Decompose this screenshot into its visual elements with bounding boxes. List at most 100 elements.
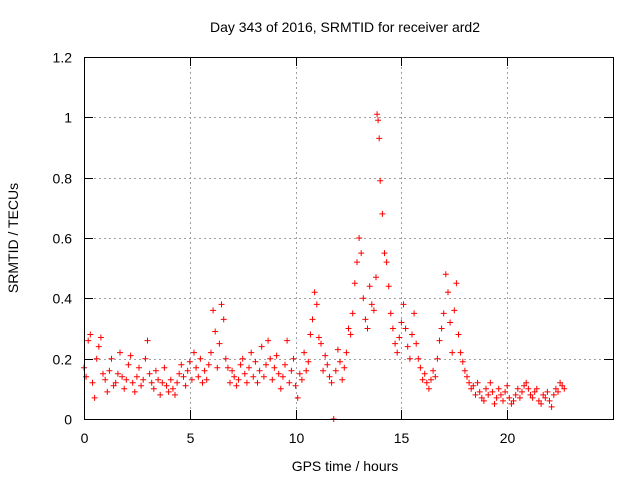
data-point	[423, 379, 430, 386]
data-point	[254, 379, 261, 386]
data-point	[476, 388, 483, 395]
data-point	[233, 382, 240, 389]
data-point	[294, 394, 301, 401]
data-point	[398, 319, 405, 326]
data-point	[396, 334, 403, 341]
data-point	[328, 379, 335, 386]
data-point	[208, 349, 214, 356]
data-point	[360, 295, 367, 302]
data-point	[485, 391, 492, 398]
data-point	[210, 307, 217, 314]
data-point	[298, 376, 305, 383]
data-point	[313, 301, 320, 308]
data-point	[292, 382, 299, 389]
data-point	[451, 307, 458, 314]
data-point	[263, 361, 269, 368]
data-point	[131, 388, 138, 395]
data-point	[241, 370, 248, 377]
data-point	[459, 358, 466, 365]
data-point	[220, 316, 227, 323]
data-point	[229, 367, 236, 374]
data-point	[542, 394, 549, 401]
chart-title: Day 343 of 2016, SRMTID for receiver ard…	[210, 19, 480, 35]
data-point	[97, 334, 104, 341]
data-point	[491, 400, 498, 407]
data-point	[474, 379, 481, 386]
data-point	[195, 373, 202, 380]
data-point	[133, 373, 140, 380]
data-point	[186, 358, 193, 365]
data-point	[552, 385, 559, 392]
data-point	[349, 310, 356, 317]
data-point	[146, 370, 153, 377]
data-point	[267, 355, 274, 362]
y-tick-label: 0.6	[53, 231, 73, 247]
data-point	[87, 331, 94, 338]
data-point	[497, 391, 504, 398]
data-point	[165, 388, 172, 395]
data-point	[222, 355, 229, 362]
data-point	[461, 367, 468, 374]
data-point	[214, 364, 221, 371]
data-point	[155, 376, 162, 383]
data-point	[376, 135, 383, 142]
data-point	[152, 367, 159, 374]
data-point	[337, 358, 343, 365]
data-point	[502, 388, 509, 395]
data-point	[199, 379, 206, 386]
data-point	[301, 349, 308, 356]
data-point	[250, 373, 257, 380]
data-point	[205, 361, 212, 368]
data-point	[125, 361, 132, 368]
data-point	[362, 316, 369, 323]
x-tick-label: 10	[289, 430, 305, 446]
y-tick-label: 0	[64, 412, 72, 428]
data-point	[345, 325, 352, 332]
data-point	[324, 361, 331, 368]
y-tick-label: 1	[64, 110, 72, 126]
data-point	[89, 379, 96, 386]
data-point	[489, 388, 496, 395]
data-point	[417, 364, 424, 371]
data-point	[368, 301, 375, 308]
data-point	[516, 394, 523, 401]
data-point	[487, 379, 494, 386]
data-point	[392, 340, 399, 347]
data-point	[191, 349, 197, 356]
data-point	[258, 343, 265, 350]
data-point	[167, 376, 174, 383]
data-point	[495, 385, 502, 392]
data-point	[309, 316, 316, 323]
data-point	[432, 373, 439, 380]
data-point	[512, 391, 519, 398]
data-point	[218, 301, 225, 308]
data-point	[85, 337, 92, 344]
data-point	[561, 385, 568, 392]
data-point	[510, 397, 517, 404]
data-point	[184, 367, 191, 374]
data-point	[400, 301, 407, 308]
data-point	[227, 379, 233, 386]
y-axis-label: SRMTID / TECUs	[5, 183, 21, 293]
data-point	[514, 385, 521, 392]
data-point	[525, 385, 532, 392]
data-point	[421, 370, 428, 377]
data-point	[104, 388, 111, 395]
data-point	[358, 250, 365, 257]
data-point	[428, 376, 434, 383]
data-point	[546, 397, 553, 404]
data-point	[161, 364, 168, 371]
data-point	[379, 210, 386, 217]
data-point	[533, 385, 540, 392]
data-point	[303, 367, 310, 374]
data-point	[136, 364, 142, 371]
data-point	[282, 361, 288, 368]
y-tick-label: 0.2	[53, 352, 73, 368]
data-point	[224, 364, 231, 371]
data-point	[260, 373, 267, 380]
data-point	[430, 367, 437, 374]
data-point	[320, 367, 327, 374]
data-point	[370, 307, 377, 314]
data-point	[119, 373, 126, 380]
data-point	[127, 352, 134, 359]
